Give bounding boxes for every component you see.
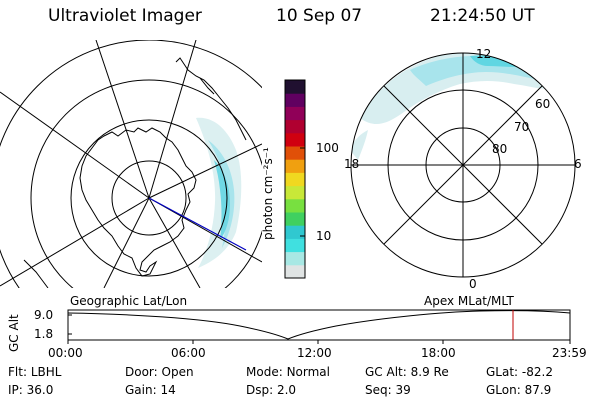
right-aurora-emission bbox=[351, 53, 556, 160]
altitude-ylabel: GC Alt bbox=[7, 314, 21, 352]
altitude-plot bbox=[67, 309, 571, 344]
magnetic-caption: Apex MLat/MLT bbox=[424, 294, 514, 308]
colorbar-segment bbox=[285, 185, 305, 200]
status-gain: Gain: 14 bbox=[125, 383, 176, 397]
mlt-label-left: 18 bbox=[344, 157, 360, 171]
geographic-caption: Geographic Lat/Lon bbox=[70, 294, 188, 308]
status-gc-alt: GC Alt: 8.9 Re bbox=[365, 365, 449, 379]
colorbar-segment bbox=[285, 106, 305, 121]
altitude-xtick: 06:00 bbox=[171, 346, 206, 360]
time-label: 21:24:50 UT bbox=[430, 6, 535, 26]
date-label: 10 Sep 07 bbox=[276, 6, 363, 26]
colorbar-tick-10: 10 bbox=[316, 229, 332, 243]
altitude-xtick: 12:00 bbox=[297, 346, 332, 360]
colorbar-segment bbox=[285, 146, 305, 160]
status-filter: Flt: LBHL bbox=[8, 365, 62, 379]
colorbar-segment bbox=[285, 132, 305, 147]
status-glon: GLon: 87.9 bbox=[486, 383, 552, 397]
antarctica-coastline bbox=[79, 127, 197, 277]
colorbar-segment bbox=[285, 251, 305, 266]
colorbar-segment bbox=[285, 264, 305, 279]
colorbar-segment bbox=[285, 238, 305, 253]
sub-satellite-track bbox=[148, 197, 247, 251]
left-aurora-emission bbox=[196, 117, 242, 268]
mlt-label-top: 12 bbox=[476, 47, 492, 61]
status-dsp: Dsp: 2.0 bbox=[246, 383, 297, 397]
status-door: Door: Open bbox=[125, 365, 194, 379]
geographic-map bbox=[0, 40, 262, 288]
mlat-label-70: 70 bbox=[514, 120, 530, 134]
mlat-label-80: 80 bbox=[492, 142, 508, 156]
continent-coastlines bbox=[23, 57, 247, 288]
colorbar-segment bbox=[285, 93, 305, 107]
magnetic-map bbox=[350, 52, 576, 278]
status-glat: GLat: -82.2 bbox=[486, 365, 553, 379]
mlt-label-right: 6 bbox=[574, 157, 582, 171]
mlat-label-60: 60 bbox=[535, 97, 551, 111]
altitude-xtick: 00:00 bbox=[48, 346, 83, 360]
status-mode: Mode: Normal bbox=[246, 365, 330, 379]
colorbar-unit-label: photon cm⁻²s⁻¹ bbox=[261, 147, 275, 240]
instrument-title: Ultraviolet Imager bbox=[48, 6, 202, 26]
colorbar-segment bbox=[285, 119, 305, 134]
colorbar-tick-100: 100 bbox=[316, 141, 339, 155]
colorbar bbox=[284, 79, 306, 279]
altitude-curve bbox=[67, 310, 571, 340]
colorbar-segment bbox=[285, 225, 305, 239]
left-meridians bbox=[0, 40, 262, 288]
mlt-label-bottom: 0 bbox=[469, 277, 477, 291]
status-seq: Seq: 39 bbox=[365, 383, 411, 397]
status-ip: IP: 36.0 bbox=[8, 383, 54, 397]
colorbar-segment bbox=[285, 198, 305, 213]
altitude-ytick-high: 9.0 bbox=[34, 308, 54, 322]
altitude-xtick: 23:59 bbox=[552, 346, 587, 360]
colorbar-segment bbox=[285, 159, 305, 173]
left-latitude-circles bbox=[0, 40, 262, 288]
altitude-ytick-low: 1.8 bbox=[34, 327, 54, 341]
altitude-xtick: 18:00 bbox=[421, 346, 456, 360]
colorbar-segment bbox=[285, 212, 305, 226]
colorbar-segment bbox=[285, 80, 305, 94]
colorbar-segment bbox=[285, 172, 305, 187]
